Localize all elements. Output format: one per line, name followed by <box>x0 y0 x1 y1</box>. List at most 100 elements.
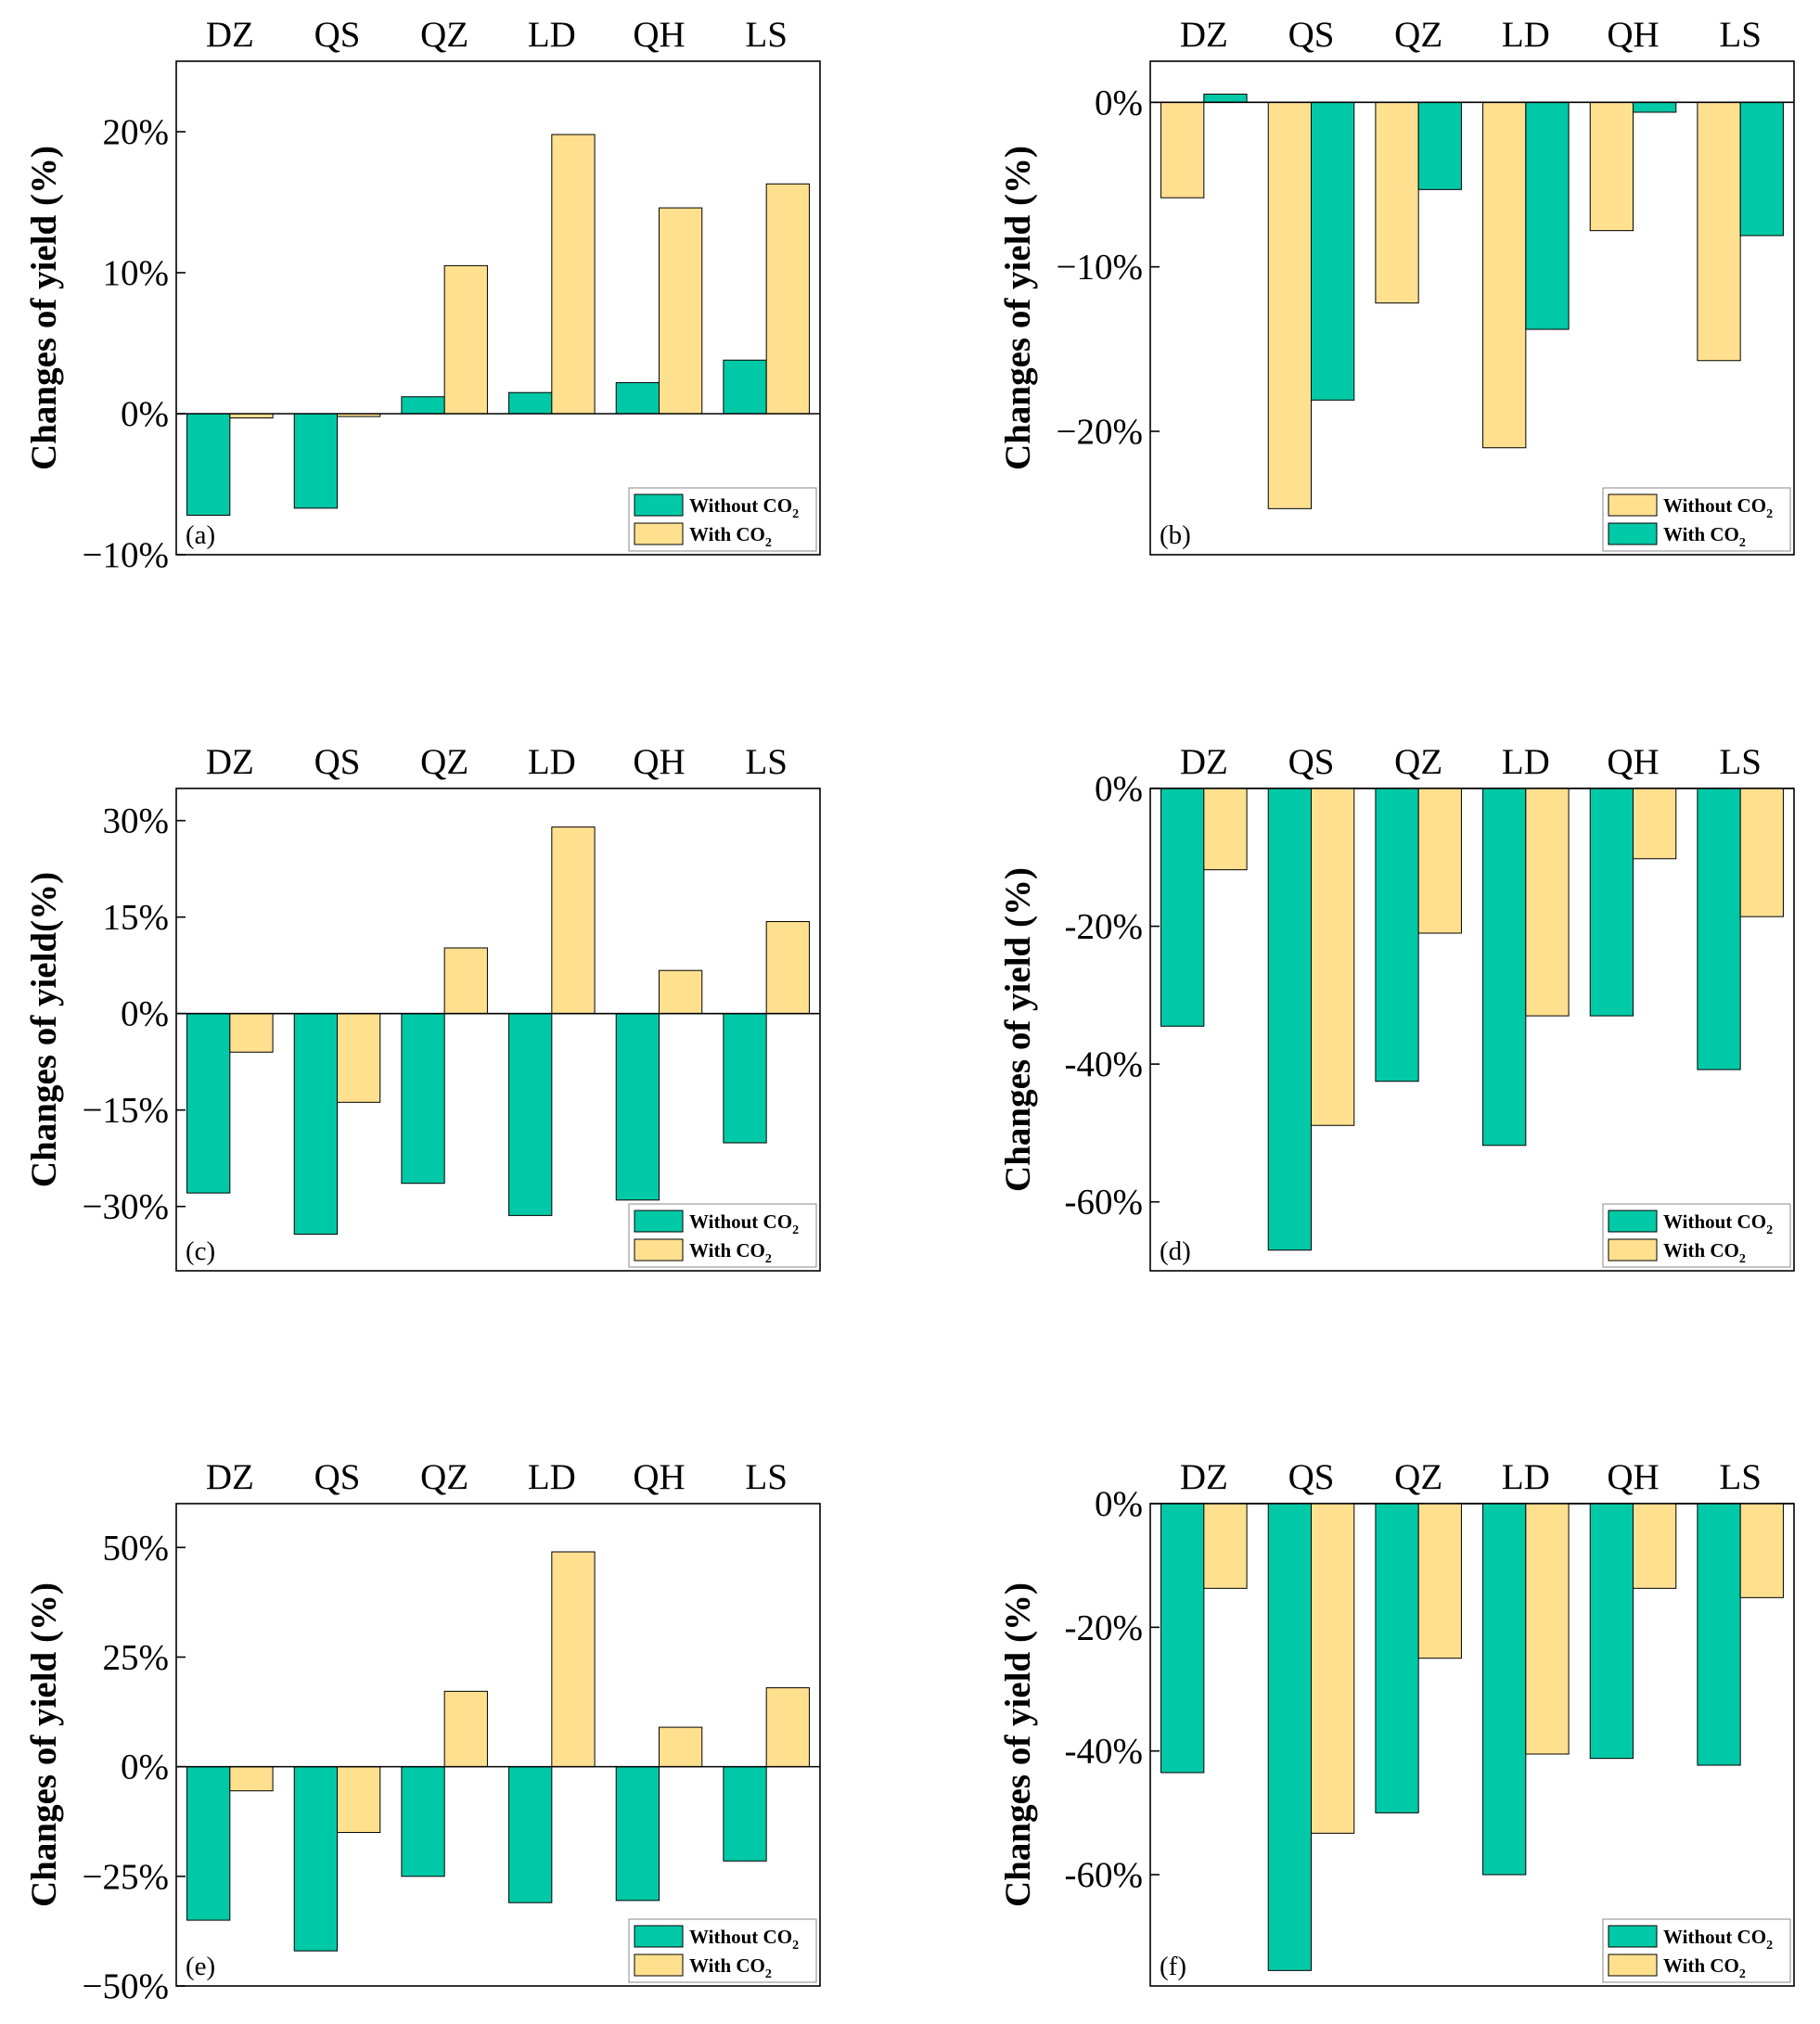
y-tick-label: −30% <box>83 1187 169 1227</box>
category-label: QS <box>314 1457 361 1497</box>
chart-panel-4: DZ QS QZ LD QH LS -60% -40% -20% 0% Changes of yie… <box>998 742 1795 1272</box>
legend-swatch <box>634 522 684 545</box>
y-tick-label: 0% <box>1095 769 1143 809</box>
legend-label: Without CO2 <box>1663 1211 1773 1237</box>
chart-panel-3: DZ QS QZ LD QH LS −30% −15% 0% 15% 30% Changes of y… <box>24 742 821 1272</box>
bar-QH-series-0 <box>1589 101 1634 232</box>
legend-label: Without CO2 <box>1663 494 1773 521</box>
legend-swatch <box>634 1238 684 1262</box>
legend-label-subscript: 2 <box>792 507 799 521</box>
legend-label: With CO2 <box>1663 1954 1746 1981</box>
y-tick-label: 50% <box>103 1528 170 1568</box>
legend-label-subscript: 2 <box>1766 1939 1773 1953</box>
bar-QZ-series-1 <box>1417 1503 1462 1659</box>
y-axis-label: Changes of yield (%) <box>998 146 1038 470</box>
chart-panel-5: DZ QS QZ LD QH LS −50% −25% 0% 25% 50% Changes of y… <box>24 1457 821 2006</box>
legend-label-text: With CO <box>689 523 765 545</box>
bar-QS-series-1 <box>337 1766 381 1834</box>
bar-QS-series-0 <box>1267 101 1312 509</box>
y-tick-label: 25% <box>103 1637 170 1677</box>
bar-LS-series-1 <box>765 1687 810 1768</box>
bar-QH-series-0 <box>615 382 660 415</box>
bar-QS-series-1 <box>1311 101 1355 401</box>
y-axis-label: Changes of yield (%) <box>998 1582 1038 1907</box>
legend-label-text: With CO <box>689 1954 765 1977</box>
y-tick-label: −25% <box>83 1857 169 1897</box>
legend-label-subscript: 2 <box>765 536 772 550</box>
category-label: LS <box>745 742 788 782</box>
category-label: DZ <box>1180 15 1228 55</box>
legend-label: Without CO2 <box>689 494 799 521</box>
bar-QH-series-0 <box>1589 1503 1634 1760</box>
y-axis-label: Changes of yield(%) <box>24 872 64 1187</box>
y-tick-label: −10% <box>1057 248 1143 288</box>
bar-QZ-series-0 <box>1375 788 1419 1082</box>
bar-QZ-series-1 <box>443 1690 488 1768</box>
category-label: QZ <box>420 742 468 782</box>
bar-LD-series-1 <box>551 134 596 415</box>
legend-label: With CO2 <box>1663 1239 1746 1266</box>
legend-label-text: With CO <box>1663 1954 1739 1977</box>
y-tick-label: -40% <box>1065 1044 1143 1084</box>
plot-frame <box>175 1503 821 1987</box>
bar-QS-series-1 <box>337 1013 381 1103</box>
category-label: QS <box>1288 742 1335 782</box>
bar-LS-series-1 <box>765 921 810 1015</box>
y-tick-label: 0% <box>1095 83 1143 122</box>
bar-QZ-series-1 <box>1417 101 1462 190</box>
legend-label-subscript: 2 <box>1739 1967 1746 1981</box>
bar-LS-series-0 <box>1697 788 1741 1070</box>
bar-QS-series-0 <box>1267 788 1312 1251</box>
category-label: QS <box>1288 15 1335 55</box>
bar-QH-series-1 <box>659 207 703 415</box>
y-tick-label: -20% <box>1065 1608 1143 1647</box>
bar-DZ-series-1 <box>229 1766 274 1792</box>
category-label: LS <box>1719 742 1762 782</box>
y-tick-label: −20% <box>1057 412 1143 452</box>
y-tick-label: 10% <box>103 253 170 293</box>
legend-swatch <box>1608 493 1658 517</box>
bar-LD-series-1 <box>1525 101 1570 330</box>
plot-frame <box>175 60 821 556</box>
plot-frame <box>1149 60 1795 556</box>
bar-QZ-series-0 <box>401 396 445 415</box>
category-label: DZ <box>1180 1457 1228 1497</box>
legend-label-text: With CO <box>1663 1239 1739 1262</box>
legend-label-text: Without CO <box>689 1211 792 1233</box>
legend-label: With CO2 <box>689 523 772 550</box>
bar-QZ-series-1 <box>443 947 488 1015</box>
y-tick-label: -60% <box>1065 1855 1143 1895</box>
legend-label-text: Without CO <box>1663 494 1766 517</box>
y-tick-label: 20% <box>103 112 170 152</box>
bar-LD-series-1 <box>1525 788 1570 1017</box>
legend-swatch <box>634 493 684 517</box>
y-tick-label: 0% <box>1095 1484 1143 1524</box>
panel-label: (d) <box>1160 1236 1191 1266</box>
legend-label-subscript: 2 <box>1766 1223 1773 1237</box>
bar-QH-series-0 <box>615 1013 660 1201</box>
bar-QS-series-0 <box>293 1766 339 1952</box>
category-label: LD <box>528 1457 576 1497</box>
bar-LS-series-1 <box>765 183 810 415</box>
category-label: LD <box>1502 15 1550 55</box>
legend-swatch <box>634 1210 684 1233</box>
legend-label: Without CO2 <box>1663 1926 1773 1953</box>
bar-QZ-series-1 <box>443 264 488 415</box>
legend-label-subscript: 2 <box>792 1223 799 1237</box>
bar-DZ-series-0 <box>186 1013 231 1194</box>
bar-QH-series-1 <box>1633 1503 1677 1589</box>
legend-label: With CO2 <box>689 1954 772 1981</box>
legend-label-subscript: 2 <box>1739 1252 1746 1266</box>
bar-LD-series-0 <box>508 391 553 415</box>
y-tick-label: -20% <box>1065 907 1143 947</box>
bar-LD-series-1 <box>551 1551 596 1768</box>
category-label: QZ <box>420 15 468 55</box>
panel-label: (f) <box>1160 1952 1186 1981</box>
category-label: QH <box>1607 1457 1659 1497</box>
legend-label-text: With CO <box>1663 523 1739 545</box>
bar-LD-series-0 <box>508 1766 553 1903</box>
legend-swatch <box>1608 1210 1658 1233</box>
